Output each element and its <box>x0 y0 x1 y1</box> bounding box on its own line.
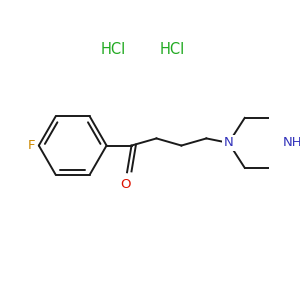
Text: O: O <box>120 178 130 190</box>
Text: NH: NH <box>283 136 300 149</box>
Text: HCl: HCl <box>160 42 185 57</box>
Text: N: N <box>224 136 233 149</box>
Text: F: F <box>28 139 35 152</box>
Text: HCl: HCl <box>101 42 126 57</box>
